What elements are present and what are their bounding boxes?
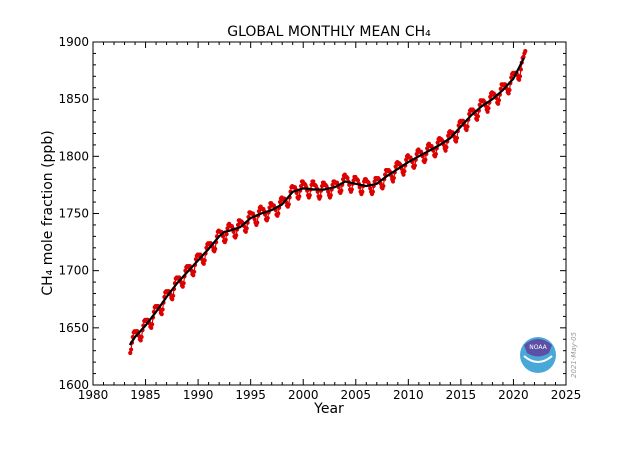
monthly-point (129, 347, 134, 352)
monthly-point (224, 231, 229, 237)
monthly-point (454, 135, 460, 141)
y-tick-label: 1650 (58, 321, 89, 335)
monthly-point (433, 151, 439, 157)
monthly-point (223, 237, 228, 242)
monthly-point (244, 226, 249, 231)
monthly-point (328, 193, 333, 198)
monthly-point (496, 98, 502, 103)
monthly-point (201, 261, 206, 266)
monthly-point (507, 87, 512, 93)
x-tick-label: 2010 (393, 388, 424, 402)
monthly-point (180, 284, 185, 289)
x-tick-label: 2025 (551, 388, 582, 402)
monthly-point (391, 175, 396, 181)
x-tick-label: 1980 (78, 388, 109, 402)
monthly-point (318, 194, 323, 199)
monthly-point (360, 189, 365, 194)
monthly-point (347, 182, 352, 188)
monthly-point (381, 183, 386, 189)
monthly-point (276, 211, 281, 216)
monthly-point (213, 246, 218, 252)
monthly-point (368, 186, 373, 191)
x-tick-label: 2020 (498, 388, 529, 402)
monthly-line (129, 50, 526, 354)
monthly-point (370, 189, 375, 194)
monthly-point (150, 322, 155, 327)
monthly-point (265, 215, 270, 221)
monthly-point (443, 148, 448, 153)
monthly-point (453, 139, 459, 144)
monthly-point (297, 194, 302, 199)
monthly-point (234, 233, 239, 238)
monthly-point (159, 312, 164, 317)
x-tick-label: 1990 (183, 388, 214, 402)
monthly-point (138, 338, 143, 343)
monthly-point (171, 293, 176, 298)
noaa-logo-text: NOAA (529, 344, 547, 351)
monthly-point (517, 77, 522, 82)
monthly-point (315, 189, 320, 194)
monthly-point (307, 193, 312, 198)
noaa-logo: NOAA (520, 337, 556, 373)
monthly-point (286, 202, 291, 207)
y-tick-label: 1850 (58, 92, 89, 106)
date-stamp: 2021-May-05 (570, 331, 578, 378)
monthly-point (412, 163, 418, 168)
monthly-point (485, 109, 490, 114)
monthly-point (402, 169, 407, 174)
monthly-point (444, 145, 449, 150)
monthly-point (517, 74, 523, 79)
trend-line (128, 57, 525, 346)
monthly-point (128, 350, 133, 356)
monthly-point (390, 179, 396, 184)
monthly-point (139, 334, 144, 340)
monthly-point (311, 179, 316, 184)
x-tick-label: 1985 (130, 388, 161, 402)
monthly-point (255, 220, 260, 225)
y-axis-label: CH₄ mole fraction (ppb) (40, 130, 56, 295)
y-tick-label: 1750 (58, 207, 89, 221)
monthly-point (521, 54, 526, 59)
monthly-point (355, 178, 361, 183)
chart-title: GLOBAL MONTHLY MEAN CH₄ (227, 24, 431, 40)
monthly-point (496, 101, 501, 106)
monthly-point (506, 91, 511, 96)
x-axis-label: Year (313, 401, 344, 417)
monthly-point (486, 106, 491, 111)
x-tick-label: 2015 (446, 388, 477, 402)
monthly-point (401, 172, 406, 177)
monthly-point (423, 157, 428, 162)
y-tick-label: 1600 (58, 378, 89, 392)
monthly-point (220, 234, 226, 239)
monthly-point (181, 281, 186, 286)
monthly-point (357, 185, 362, 190)
y-tick-label: 1700 (58, 264, 89, 278)
monthly-point (475, 114, 481, 119)
monthly-point (160, 307, 165, 312)
x-tick-label: 2005 (341, 388, 372, 402)
monthly-point (326, 189, 331, 194)
monthly-point (345, 175, 350, 181)
monthly-point (170, 297, 175, 302)
y-tick-label: 1800 (58, 149, 89, 163)
monthly-point (464, 127, 469, 133)
monthly-point (252, 217, 257, 222)
monthly-point (339, 188, 344, 193)
x-tick-label: 2000 (288, 388, 319, 402)
monthly-point (202, 258, 207, 263)
monthly-point (523, 49, 528, 54)
x-tick-label: 1995 (235, 388, 266, 402)
y-tick-label: 1900 (58, 35, 89, 49)
monthly-point (349, 187, 354, 192)
monthly-point (243, 229, 248, 234)
monthly-point (149, 325, 154, 330)
monthly-point (192, 269, 197, 274)
monthly-point (191, 273, 196, 278)
monthly-point (474, 117, 480, 122)
monthly-point (465, 124, 470, 129)
